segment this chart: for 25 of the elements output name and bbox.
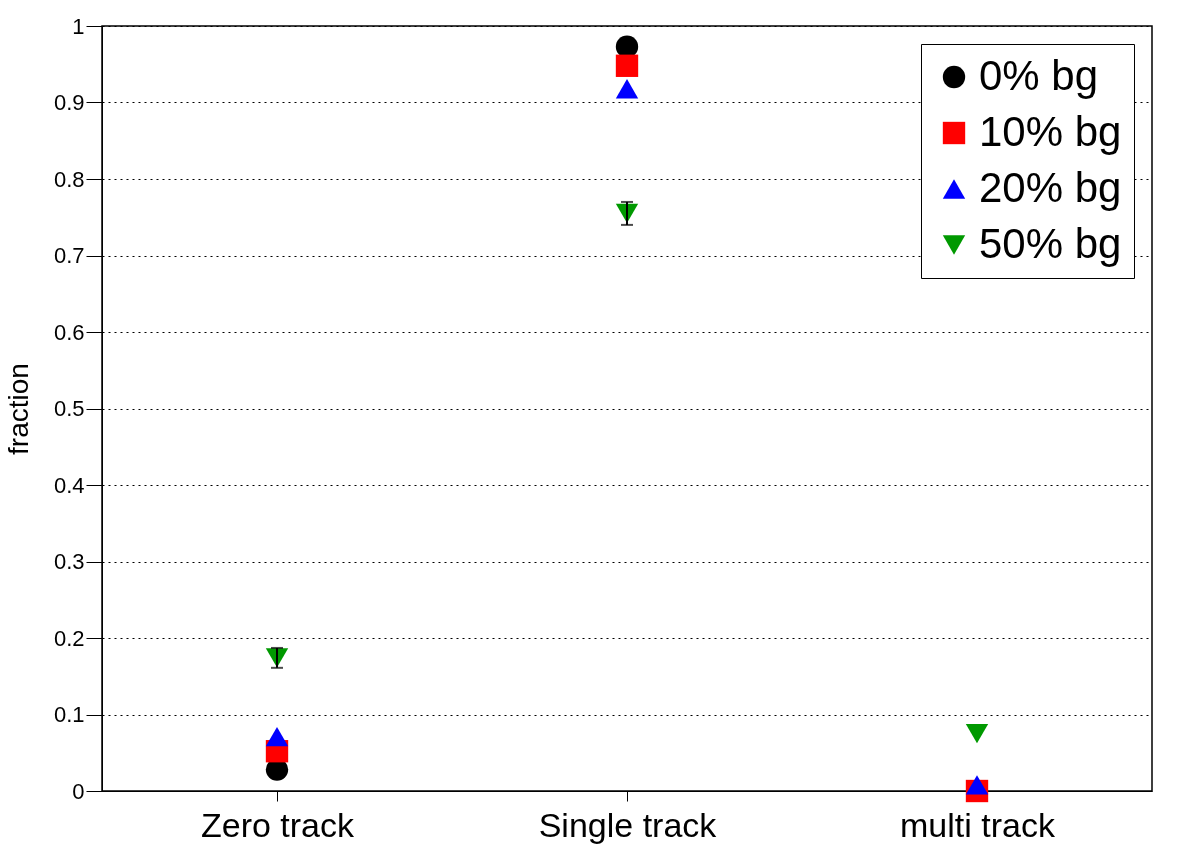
point bbox=[615, 79, 639, 99]
y-tick-label: 0.9 bbox=[53, 90, 85, 115]
x-tick-label: Single track bbox=[538, 805, 718, 844]
legend-label: 0% bg bbox=[979, 52, 1099, 99]
y-tick-label: 0 bbox=[72, 778, 85, 804]
legend-label: 50% bg bbox=[979, 220, 1122, 267]
y-tick-label: 1 bbox=[72, 13, 85, 39]
y-tick-label: 0.1 bbox=[53, 702, 85, 727]
y-tick-label: 0.6 bbox=[53, 319, 85, 345]
point bbox=[615, 35, 639, 58]
x-tick-label: Zero track bbox=[200, 805, 356, 844]
y-tick-label: 0.7 bbox=[53, 243, 85, 268]
y-tick-label: 0.8 bbox=[53, 166, 85, 192]
y-tick-label: 0.5 bbox=[53, 396, 85, 421]
point bbox=[965, 775, 989, 795]
y-tick-label: 0.4 bbox=[53, 472, 85, 498]
y-tick-label: 0.3 bbox=[53, 549, 85, 574]
legend-label: 10% bg bbox=[979, 108, 1122, 155]
x-tick-label: multi track bbox=[900, 805, 1056, 844]
y-axis-title: fraction bbox=[2, 363, 34, 455]
point bbox=[265, 727, 289, 747]
y-tick-label: 0.2 bbox=[53, 625, 85, 651]
legend-label: 20% bg bbox=[979, 164, 1122, 211]
point bbox=[615, 54, 639, 77]
point bbox=[965, 723, 989, 744]
